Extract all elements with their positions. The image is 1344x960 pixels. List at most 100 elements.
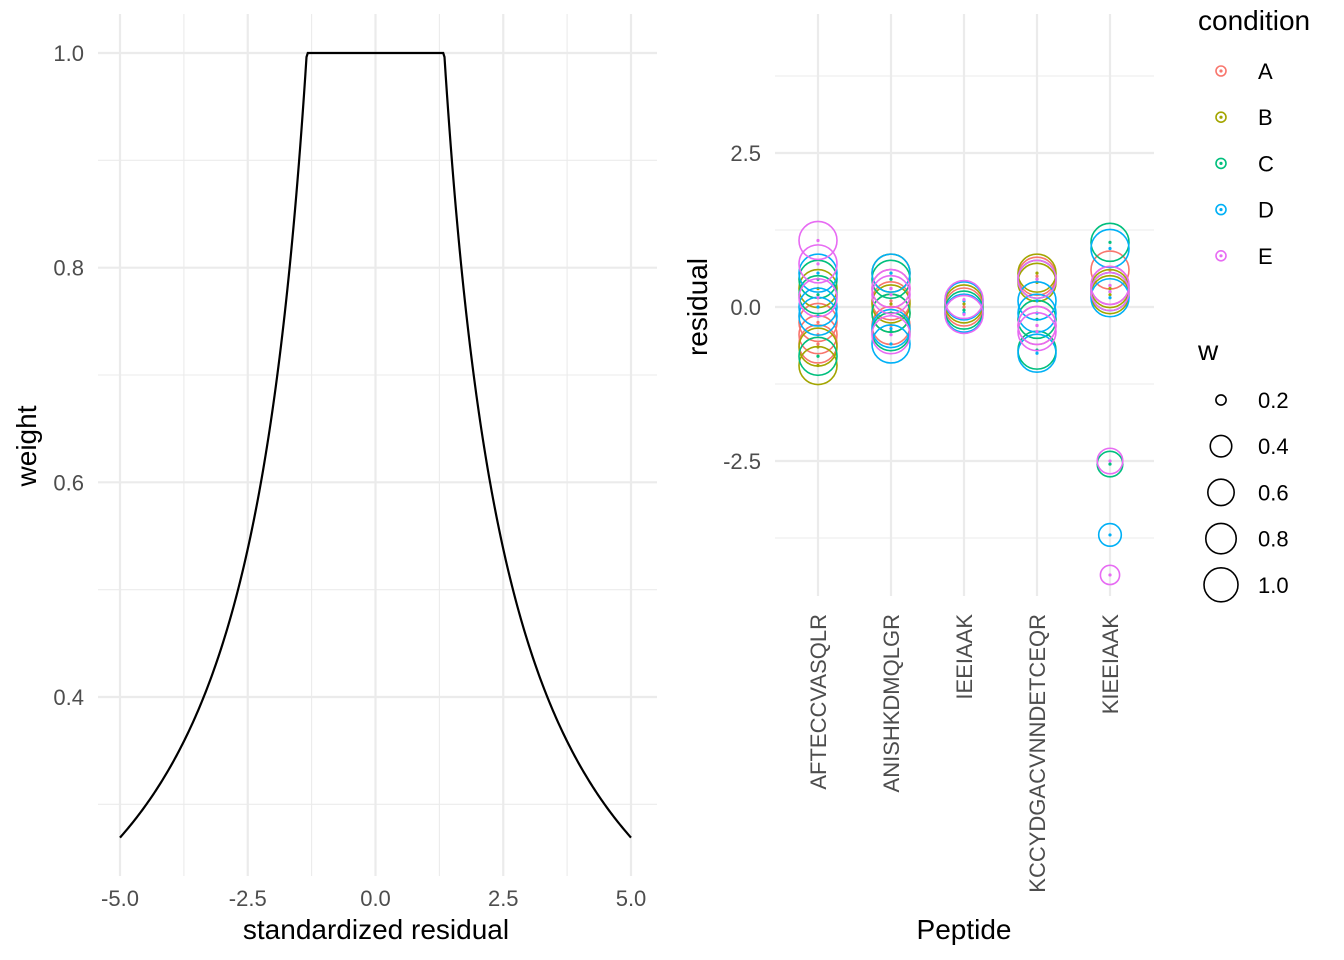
residual-point — [798, 302, 838, 343]
legend-condition-label: D — [1258, 198, 1274, 223]
residual-point — [798, 327, 838, 367]
legend-w-title: w — [1197, 335, 1219, 366]
legend-w-key — [1207, 478, 1235, 507]
residual-point — [1099, 564, 1121, 586]
legend-condition-key — [1215, 203, 1227, 216]
residual-point — [1017, 253, 1057, 293]
legend-condition-label: B — [1258, 105, 1273, 130]
residual-point-center — [889, 293, 893, 297]
left-x-tick-label: -5.0 — [101, 886, 139, 911]
residual-point-center — [962, 305, 966, 309]
residual-point-center — [1035, 323, 1039, 328]
right-x-tick-labels: AFTECCVASQLR ANISHKDMQLGR IEEIAAK KCCYDGACV… — [806, 614, 1123, 893]
right-x-axis-title: Peptide — [917, 914, 1012, 945]
residual-point-center — [1108, 533, 1112, 537]
residual-point-center — [816, 305, 820, 309]
residual-point — [871, 314, 911, 355]
residual-point — [798, 336, 838, 377]
residual-point — [798, 220, 838, 261]
legend-condition-label: E — [1258, 244, 1273, 269]
left-y-tick-label: 0.4 — [53, 685, 84, 710]
right-y-axis-title: residual — [682, 258, 713, 356]
residual-point-center — [1108, 296, 1112, 300]
left-x-tick-label: 0.0 — [360, 886, 391, 911]
residual-point — [1017, 305, 1057, 346]
legend-w-label: 0.6 — [1258, 480, 1289, 505]
residual-point-center — [816, 345, 820, 349]
residual-point — [944, 294, 984, 335]
residual-point-center — [816, 354, 820, 358]
legend-w-label: 0.4 — [1258, 434, 1289, 459]
left-y-tick-label: 0.6 — [53, 470, 84, 495]
residual-point-center — [1108, 290, 1112, 294]
peptide-tick-label: ANISHKDMQLGR — [879, 614, 904, 792]
residual-point — [1096, 447, 1124, 475]
legend-condition-title: condition — [1198, 5, 1310, 36]
residual-point-center — [1108, 246, 1112, 251]
residual-point — [871, 259, 911, 300]
residual-point — [798, 253, 838, 293]
residual-point-center — [889, 330, 893, 334]
residual-point — [871, 268, 911, 309]
residual-point-center — [1035, 277, 1039, 281]
weight-curve — [119, 51, 632, 839]
residual-point-center — [962, 298, 966, 302]
legend-condition-label: A — [1258, 59, 1273, 84]
residual-point-center — [1108, 573, 1112, 577]
residual-point-center — [1035, 274, 1039, 278]
residual-point — [1017, 281, 1057, 321]
residual-point — [798, 287, 838, 327]
peptide-tick-label: KCCYDGACVNNDETCEQR — [1025, 614, 1050, 893]
residual-point — [1017, 333, 1057, 374]
residual-point — [1017, 311, 1057, 352]
left-x-tick-label: -2.5 — [229, 886, 267, 911]
weight-function-panel: 0.4 0.6 0.8 1.0 -5.0 -2.5 0.0 2.5 5.0 standardi… — [11, 14, 657, 945]
left-x-tick-labels: -5.0 -2.5 0.0 2.5 5.0 — [101, 886, 646, 911]
residual-point-center — [1035, 351, 1039, 355]
legend-w-key — [1209, 434, 1233, 458]
legend-condition-label: C — [1258, 151, 1274, 176]
legend-w-key — [1204, 522, 1238, 555]
residual-point-center — [816, 271, 820, 275]
left-x-axis-title: standardized residual — [243, 914, 509, 945]
residual-point-center — [889, 302, 893, 306]
residual-point-center — [1108, 240, 1112, 244]
peptide-tick-label: IEEIAAK — [952, 614, 977, 700]
left-y-axis-title: weight — [11, 405, 42, 487]
residual-point-center — [1108, 283, 1112, 288]
left-y-tick-label: 1.0 — [53, 41, 84, 66]
residual-point — [1090, 228, 1130, 269]
residual-point — [1090, 277, 1130, 318]
right-y-tick-label: -2.5 — [723, 449, 761, 474]
legend-condition-key-center — [1219, 254, 1223, 258]
residual-point — [871, 274, 911, 315]
legend-w-label: 1.0 — [1258, 573, 1289, 598]
legend-condition-key-center — [1219, 115, 1223, 119]
legend-condition-key-center — [1219, 161, 1223, 165]
left-y-tick-labels: 0.4 0.6 0.8 1.0 — [53, 41, 84, 710]
legend-condition-key — [1215, 65, 1227, 77]
residual-point-center — [889, 342, 893, 346]
residual-point-center — [1108, 462, 1112, 466]
right-y-tick-label: 0.0 — [730, 295, 761, 320]
residual-point-center — [1035, 299, 1039, 303]
legend-condition-key — [1215, 111, 1227, 123]
residual-point-center — [816, 320, 820, 324]
residual-point-center — [1108, 286, 1112, 291]
residual-point — [871, 253, 911, 293]
legend-w-label: 0.2 — [1258, 388, 1289, 413]
residual-point-center — [1108, 293, 1112, 297]
residual-point-center — [889, 286, 893, 291]
peptide-tick-label: AFTECCVASQLR — [806, 614, 831, 790]
residual-point-center — [816, 296, 820, 300]
residual-point-center — [816, 342, 820, 346]
residual-point — [798, 277, 838, 318]
residual-point-center — [889, 299, 893, 303]
legend-w-entries: 0.2 0.4 0.6 0.8 1.0 — [1203, 388, 1289, 603]
residual-point-center — [1035, 271, 1039, 275]
residual-point-center — [889, 271, 893, 275]
left-x-tick-label: 5.0 — [616, 886, 647, 911]
